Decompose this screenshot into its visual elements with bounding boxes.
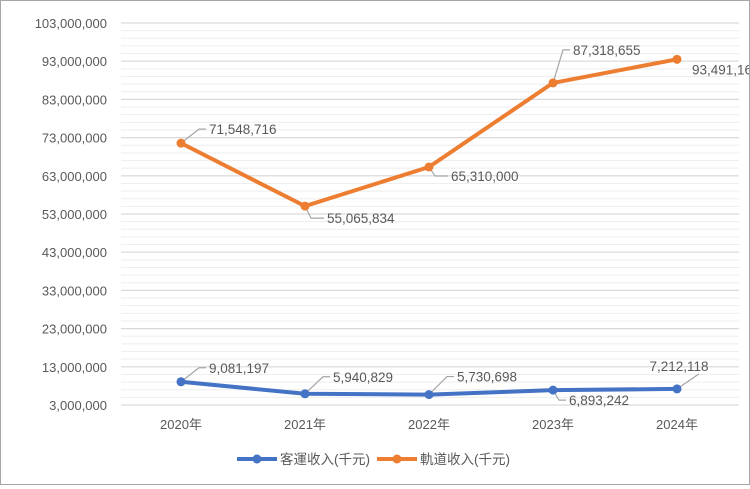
data-point <box>176 138 186 148</box>
data-label: 7,212,118 <box>649 359 708 374</box>
data-label: 5,940,829 <box>333 370 393 385</box>
data-label: 71,548,716 <box>209 122 277 137</box>
y-tick-label: 93,000,000 <box>42 54 107 69</box>
y-tick-label: 33,000,000 <box>42 283 107 298</box>
data-label: 65,310,000 <box>451 169 519 184</box>
data-point <box>672 384 682 394</box>
data-label: 55,065,834 <box>327 211 395 226</box>
y-tick-label: 103,000,000 <box>35 16 107 31</box>
label-leader-line <box>552 49 570 84</box>
data-point <box>176 377 186 387</box>
label-leader-line <box>180 367 206 383</box>
data-point <box>300 389 310 399</box>
x-tick-label: 2024年 <box>656 417 698 432</box>
data-label: 93,491,168 <box>692 62 749 77</box>
legend-marker-icon <box>252 454 262 464</box>
y-tick-label: 73,000,000 <box>42 131 107 146</box>
x-tick-label: 2022年 <box>408 417 450 432</box>
data-label: 5,730,698 <box>457 370 517 385</box>
label-leader-line <box>180 128 206 144</box>
y-tick-label: 3,000,000 <box>49 398 107 413</box>
y-tick-label: 23,000,000 <box>42 322 107 337</box>
data-point <box>300 201 310 211</box>
label-leader-line <box>428 375 454 395</box>
y-tick-label: 83,000,000 <box>42 92 107 107</box>
legend-label: 軌道收入(千元) <box>420 452 510 467</box>
x-tick-label: 2021年 <box>284 417 326 432</box>
data-point <box>424 390 434 400</box>
data-label: 87,318,655 <box>573 43 641 58</box>
y-tick-label: 53,000,000 <box>42 207 107 222</box>
data-point <box>424 162 434 172</box>
y-tick-label: 63,000,000 <box>42 169 107 184</box>
x-tick-label: 2020年 <box>160 417 202 432</box>
y-tick-label: 43,000,000 <box>42 245 107 260</box>
legend-marker-icon <box>392 454 402 464</box>
legend-label: 客運收入(千元) <box>280 451 370 467</box>
data-point <box>672 54 682 64</box>
x-tick-label: 2023年 <box>532 417 574 432</box>
data-label: 6,893,242 <box>569 393 629 408</box>
data-point <box>548 385 558 395</box>
data-label: 9,081,197 <box>209 361 269 376</box>
label-leader-line <box>304 376 330 395</box>
y-tick-label: 13,000,000 <box>42 360 107 375</box>
data-point <box>548 78 558 88</box>
